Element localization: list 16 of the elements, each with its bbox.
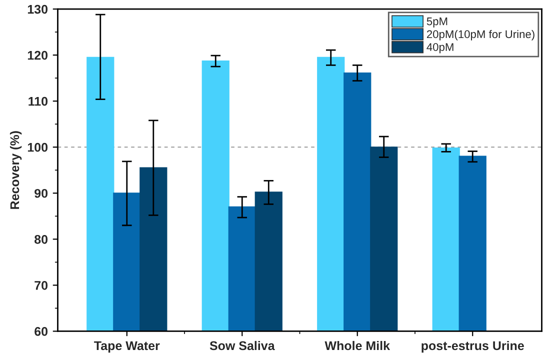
y-tick-label: 90 [34, 188, 48, 198]
x-tick-label: Whole Milk [324, 340, 390, 350]
y-tick-label: 70 [34, 281, 48, 290]
y-tick-label: 80 [34, 234, 48, 244]
y-axis-title: Recovery (%) [10, 131, 22, 209]
y-tick-label: 60 [34, 327, 48, 336]
legend-label: 40pM [426, 43, 454, 54]
legend-label: 5pM [426, 18, 448, 28]
legend-label: 20pM(10pM for Urine) [426, 30, 534, 40]
y-tick-label: 130 [28, 4, 48, 14]
y-tick-label: 100 [28, 142, 48, 152]
x-tick-label: post-estrus Urine [422, 340, 524, 353]
x-tick-label: Tape Water [94, 341, 160, 353]
y-tick-label: 110 [28, 96, 48, 106]
y-tick-label: 120 [28, 50, 48, 60]
x-tick-label: Sow Saliva [210, 340, 275, 350]
